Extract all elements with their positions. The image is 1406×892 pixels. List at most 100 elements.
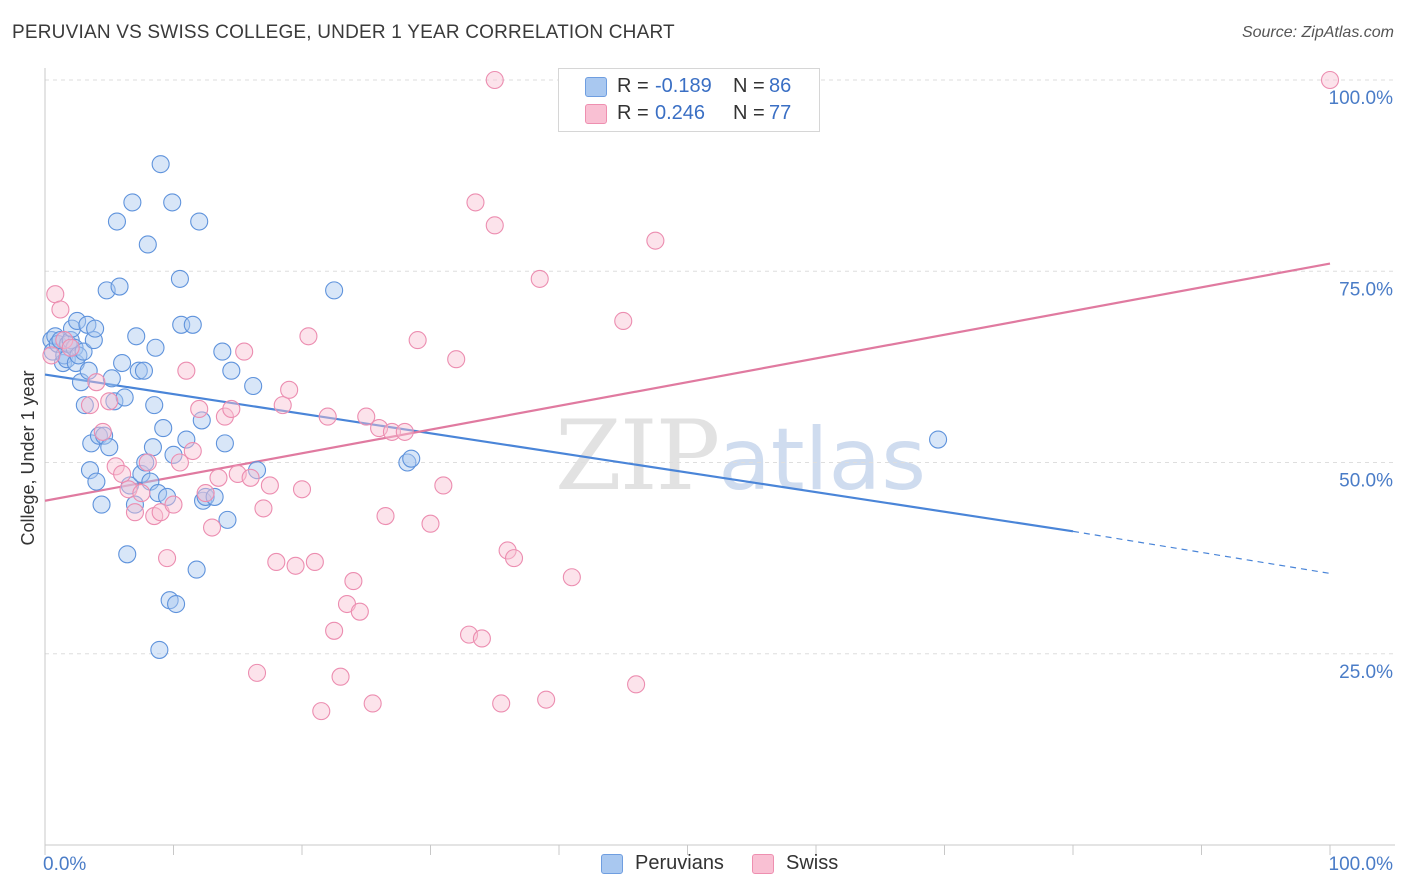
peruvian-point bbox=[127, 327, 146, 346]
peruvian-point bbox=[146, 338, 165, 357]
swiss-point bbox=[170, 453, 189, 472]
swiss-point bbox=[562, 568, 581, 587]
axes bbox=[44, 68, 1395, 855]
peruvian-point bbox=[218, 510, 237, 529]
legend-r-label: R = bbox=[617, 102, 649, 124]
peruvian-point bbox=[205, 487, 224, 506]
peruvian-trend-extension bbox=[1072, 530, 1331, 575]
peruvian-point bbox=[86, 319, 105, 338]
swiss-point bbox=[614, 311, 633, 331]
legend-r-value: 0.246 bbox=[655, 102, 706, 124]
y-axis-label: College, Under 1 year bbox=[18, 370, 38, 545]
peruvian-point bbox=[102, 369, 121, 388]
swiss-point bbox=[61, 338, 80, 357]
swiss-point bbox=[325, 621, 344, 640]
peruvian-point bbox=[929, 430, 948, 449]
peruvian-point bbox=[92, 495, 111, 514]
peruvian-point bbox=[213, 342, 232, 361]
y-tick-label: 25.0% bbox=[1339, 662, 1393, 683]
peruvian-point bbox=[402, 449, 421, 468]
chart-title: PERUVIAN VS SWISS COLLEGE, UNDER 1 YEAR … bbox=[12, 22, 675, 43]
swiss-point bbox=[106, 457, 125, 476]
swiss-point bbox=[138, 453, 157, 472]
gridlines bbox=[45, 79, 1395, 655]
swiss-point bbox=[125, 503, 144, 522]
y-tick-label: 50.0% bbox=[1339, 471, 1393, 492]
peruvian-point bbox=[192, 411, 211, 430]
data-points bbox=[42, 70, 1340, 721]
peruvian-point bbox=[183, 315, 202, 334]
swiss-point bbox=[183, 441, 202, 461]
correlation-legend: R = -0.189 N = 86 R = 0.246 N = 77 bbox=[558, 68, 820, 132]
swiss-point bbox=[87, 373, 106, 392]
swiss-point bbox=[196, 484, 215, 503]
swiss-point bbox=[344, 572, 363, 591]
peruvian-point bbox=[170, 269, 189, 288]
peruvian-point bbox=[115, 388, 134, 407]
peruvian-point bbox=[110, 277, 129, 296]
swiss-point bbox=[286, 556, 305, 575]
peruvian-point bbox=[84, 331, 103, 350]
peruvian-point bbox=[107, 212, 127, 231]
peruvian-point bbox=[151, 155, 170, 174]
swiss-point bbox=[46, 285, 65, 304]
swiss-point bbox=[472, 629, 491, 648]
swiss-point bbox=[492, 694, 511, 713]
legend-r-label: R = bbox=[617, 75, 649, 97]
swiss-point bbox=[646, 231, 665, 250]
peruvian-point bbox=[118, 545, 137, 564]
peruvian-point bbox=[244, 376, 263, 396]
peruvian-point bbox=[150, 640, 169, 659]
swiss-point bbox=[1320, 70, 1340, 90]
swiss-point bbox=[190, 399, 209, 419]
y-tick-label: 100.0% bbox=[1329, 88, 1394, 109]
swiss-point bbox=[158, 549, 177, 568]
peruvian-point bbox=[113, 353, 132, 373]
x-tick-label: 100.0% bbox=[1329, 854, 1394, 875]
swiss-point bbox=[254, 499, 273, 518]
peruvian-point bbox=[105, 392, 124, 411]
y-tick-label: 75.0% bbox=[1339, 279, 1393, 300]
legend-swatch-swiss bbox=[585, 104, 607, 124]
peruvian-point bbox=[222, 361, 241, 380]
peruvian-point bbox=[145, 396, 164, 415]
swiss-point bbox=[485, 70, 504, 90]
swiss-point bbox=[209, 468, 228, 487]
legend-n-label: N = bbox=[733, 75, 765, 97]
peruvian-point bbox=[123, 193, 142, 212]
swiss-point bbox=[504, 549, 524, 568]
swiss-point bbox=[273, 396, 292, 415]
swiss-point bbox=[235, 342, 254, 361]
peruvian-point bbox=[154, 419, 173, 438]
source-credit: Source: ZipAtlas.com bbox=[1241, 24, 1394, 41]
swiss-point bbox=[241, 468, 260, 487]
x-tick-label: 0.0% bbox=[43, 854, 86, 875]
peruvian-point bbox=[125, 495, 144, 514]
peruvian-point bbox=[129, 361, 148, 380]
peruvian-point bbox=[100, 438, 119, 457]
swiss-point bbox=[80, 396, 100, 415]
trend-lines bbox=[44, 262, 1331, 575]
swiss-point bbox=[93, 422, 112, 441]
swiss-point bbox=[113, 464, 132, 484]
peruvian-point bbox=[134, 361, 153, 380]
swiss-point bbox=[55, 331, 74, 350]
peruvian-point bbox=[68, 311, 87, 331]
swiss-point bbox=[382, 422, 402, 441]
legend-n-label: N = bbox=[733, 102, 765, 124]
swiss-point bbox=[222, 399, 241, 419]
swiss-point bbox=[350, 602, 369, 621]
peruvian-point bbox=[167, 594, 186, 614]
swiss-point bbox=[267, 552, 286, 572]
legend-r-value: -0.189 bbox=[655, 75, 712, 97]
swiss-point bbox=[530, 269, 549, 288]
swiss-point bbox=[395, 422, 414, 441]
swiss-point bbox=[260, 476, 279, 495]
bottom-legend-swatch-swiss bbox=[752, 854, 774, 874]
swiss-point bbox=[331, 667, 350, 686]
legend-n-value: 77 bbox=[769, 102, 792, 124]
peruvian-point bbox=[247, 461, 267, 480]
peruvian-trend-line bbox=[44, 373, 1074, 533]
swiss-point bbox=[177, 361, 196, 380]
